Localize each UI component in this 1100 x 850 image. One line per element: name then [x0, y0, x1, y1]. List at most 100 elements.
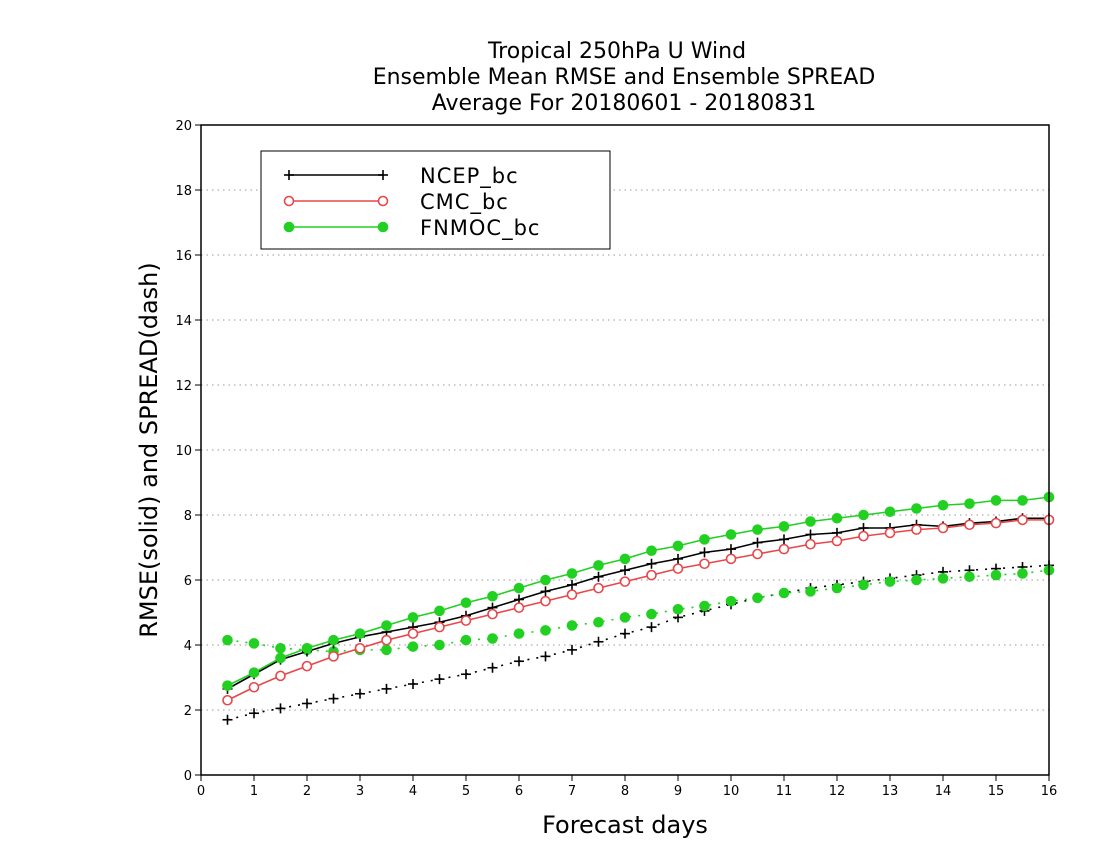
series-spread-point: [805, 586, 816, 597]
y-tick-label: 14: [175, 314, 192, 329]
series-rmse-point: [778, 543, 790, 555]
x-tick-label: 14: [935, 784, 952, 799]
series-spread-point: [593, 636, 604, 647]
series-rmse-point: [619, 553, 631, 565]
x-tick-label: 15: [988, 784, 1005, 799]
series-spread-point: [540, 625, 551, 636]
y-axis: 0 2 4 6 8 10 12 14 16 18 20: [175, 119, 201, 784]
x-tick-label: 13: [882, 784, 899, 799]
series-spread-point: [222, 634, 233, 646]
series-rmse-point: [858, 509, 869, 521]
series-spread-point: [778, 587, 790, 599]
series-rmse-point: [407, 612, 419, 623]
series-spread-point: [699, 600, 710, 612]
legend-entry: NCEP_bc: [284, 164, 518, 189]
x-tick-label: 12: [829, 784, 846, 799]
series-rmse-point: [248, 681, 260, 693]
series-spread-point: [302, 698, 312, 709]
series-spread-point: [487, 633, 498, 644]
series-rmse-point: [831, 512, 843, 524]
series-rmse-point: [275, 652, 286, 664]
series-layer: [222, 491, 1055, 725]
series-spread-point: [964, 571, 975, 583]
series-spread-point: [646, 622, 657, 633]
series-rmse-point: [884, 527, 896, 539]
y-tick-label: 12: [175, 379, 192, 394]
series-rmse-point: [725, 529, 737, 540]
series-rmse-point: [460, 615, 472, 626]
x-tick-label: 16: [1041, 784, 1058, 799]
legend-marker: [377, 221, 389, 233]
x-tick-label: 10: [723, 784, 740, 799]
y-tick-label: 20: [175, 119, 192, 134]
series-spread-point: [461, 669, 471, 680]
series-rmse-point: [567, 579, 577, 590]
x-tick-label: 6: [515, 784, 523, 799]
series-spread-point: [355, 688, 365, 699]
series-rmse-point: [328, 634, 339, 646]
series-spread-point: [275, 703, 286, 714]
series-rmse-point: [301, 642, 313, 654]
series-rmse-point: [513, 582, 525, 594]
series-rmse-point: [301, 660, 313, 672]
series-rmse-point: [778, 521, 790, 532]
series-rmse-point: [540, 586, 551, 597]
series-spread-point: [248, 638, 260, 649]
series-spread-point: [514, 656, 524, 667]
series-rmse-point: [381, 634, 392, 646]
series-spread-point: [328, 693, 339, 704]
series-spread-point: [593, 616, 604, 628]
legend-entry: CMC_bc: [283, 190, 509, 215]
series-rmse-point: [619, 576, 631, 587]
series-rmse-point: [990, 495, 1002, 506]
series-rmse-point: [434, 621, 445, 633]
series-spread-point: [752, 592, 763, 604]
series-rmse-point: [328, 651, 339, 662]
x-tick-label: 4: [409, 784, 417, 799]
series-rmse-point: [937, 499, 949, 511]
x-tick-label: 8: [621, 784, 629, 799]
series-rmse-point: [593, 582, 604, 594]
x-axis: 0 1 2 3 4 5 6 7 8 9 10 11 12 13 14 15 16: [197, 775, 1057, 799]
series-rmse-point: [646, 569, 657, 581]
series-spread-point: [672, 603, 684, 615]
series-spread-point: [1017, 568, 1028, 579]
y-tick-label: 6: [184, 574, 192, 589]
x-tick-label: 5: [462, 784, 470, 799]
x-tick-label: 3: [356, 784, 364, 799]
series-spread-point: [249, 708, 259, 719]
series-rmse-point: [566, 568, 578, 579]
series-spread-point: [275, 642, 286, 654]
y-tick-label: 18: [175, 184, 192, 199]
series-spread-point: [407, 641, 419, 652]
series-rmse-point: [726, 544, 736, 555]
series-rmse-point: [434, 605, 445, 617]
x-tick-label: 11: [776, 784, 793, 799]
series-rmse-point: [381, 620, 392, 631]
x-tick-label: 1: [250, 784, 258, 799]
series-rmse-point: [513, 602, 525, 613]
series-spread-point: [434, 639, 445, 651]
series-rmse-point: [858, 530, 869, 542]
legend-marker: [284, 170, 294, 180]
series-rmse-point: [937, 522, 949, 534]
series-spread-point: [540, 651, 551, 662]
series-CMC_bc-rmse: [222, 514, 1055, 706]
series-rmse-point: [593, 560, 604, 571]
x-tick-label: 2: [303, 784, 311, 799]
x-tick-label: 0: [197, 784, 205, 799]
series-rmse-point: [699, 534, 710, 545]
series-rmse-point: [779, 534, 789, 545]
series-rmse-point: [540, 574, 551, 586]
series-rmse-point: [566, 589, 578, 600]
legend-entry: FNMOC_bc: [283, 216, 539, 241]
y-tick-label: 4: [184, 639, 192, 654]
series-rmse-line: [227, 519, 1049, 701]
legend-label: CMC_bc: [420, 190, 509, 215]
x-tick-label: 7: [568, 784, 576, 799]
y-tick-label: 10: [175, 444, 192, 459]
series-rmse-point: [752, 537, 763, 548]
series-rmse-point: [646, 545, 657, 557]
